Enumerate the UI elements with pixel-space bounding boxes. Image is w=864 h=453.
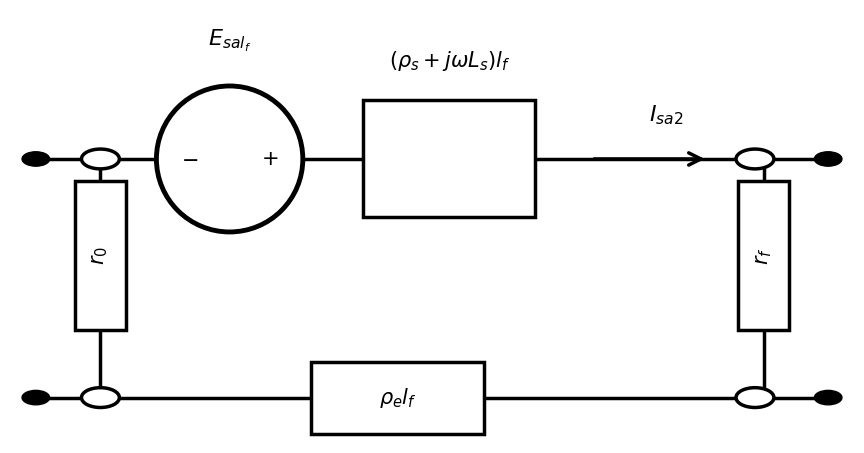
Text: $(\rho_s+j\omega L_s)l_f$: $(\rho_s+j\omega L_s)l_f$ xyxy=(389,49,510,73)
Circle shape xyxy=(815,390,842,405)
Bar xyxy=(738,182,790,330)
Text: $I_{sa2}$: $I_{sa2}$ xyxy=(650,104,684,127)
Text: $r_0$: $r_0$ xyxy=(91,246,111,265)
Text: $E_{sal_f}$: $E_{sal_f}$ xyxy=(208,29,251,54)
Bar xyxy=(311,361,484,434)
Text: $\rho_e l_f$: $\rho_e l_f$ xyxy=(378,386,416,410)
Ellipse shape xyxy=(156,86,302,232)
Text: $r_f$: $r_f$ xyxy=(753,247,773,265)
Text: $+$: $+$ xyxy=(261,149,278,169)
Circle shape xyxy=(736,388,774,408)
Circle shape xyxy=(81,149,119,169)
Bar xyxy=(74,182,126,330)
Bar xyxy=(363,101,536,217)
Circle shape xyxy=(81,388,119,408)
Circle shape xyxy=(815,152,842,166)
Text: $-$: $-$ xyxy=(181,149,198,169)
Circle shape xyxy=(22,390,49,405)
Circle shape xyxy=(22,152,49,166)
Circle shape xyxy=(736,149,774,169)
